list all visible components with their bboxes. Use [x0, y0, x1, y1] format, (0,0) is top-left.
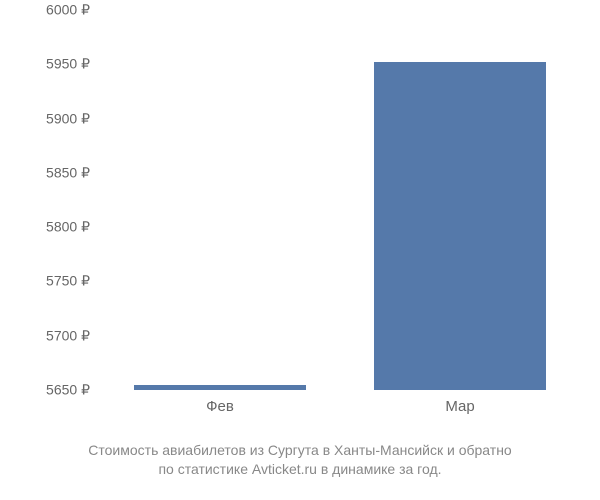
- y-tick-label: 5750 ₽: [20, 273, 90, 290]
- y-axis: 5650 ₽5700 ₽5750 ₽5800 ₽5850 ₽5900 ₽5950…: [20, 10, 90, 390]
- bar: [134, 385, 307, 390]
- plot-area: [100, 10, 580, 390]
- y-tick-label: 5700 ₽: [20, 327, 90, 344]
- y-tick-label: 5950 ₽: [20, 56, 90, 73]
- y-tick-label: 5800 ₽: [20, 219, 90, 236]
- caption-line-2: по статистике Avticket.ru в динамике за …: [158, 461, 441, 477]
- bar: [374, 62, 547, 390]
- y-tick-label: 5650 ₽: [20, 382, 90, 399]
- x-axis: Фев Мар: [100, 398, 580, 423]
- x-tick-label: Мар: [445, 398, 474, 415]
- y-tick-label: 5850 ₽: [20, 164, 90, 181]
- y-tick-label: 5900 ₽: [20, 110, 90, 127]
- caption-line-1: Стоимость авиабилетов из Сургута в Ханты…: [88, 442, 511, 458]
- y-tick-label: 6000 ₽: [20, 2, 90, 19]
- x-tick-label: Фев: [206, 398, 234, 415]
- chart-caption: Стоимость авиабилетов из Сургута в Ханты…: [0, 441, 600, 480]
- price-chart: 5650 ₽ 5700 ₽ 5750 ₽ 5800 ₽ 5850 ₽ 5900 ₽ 5950…: [20, 10, 580, 430]
